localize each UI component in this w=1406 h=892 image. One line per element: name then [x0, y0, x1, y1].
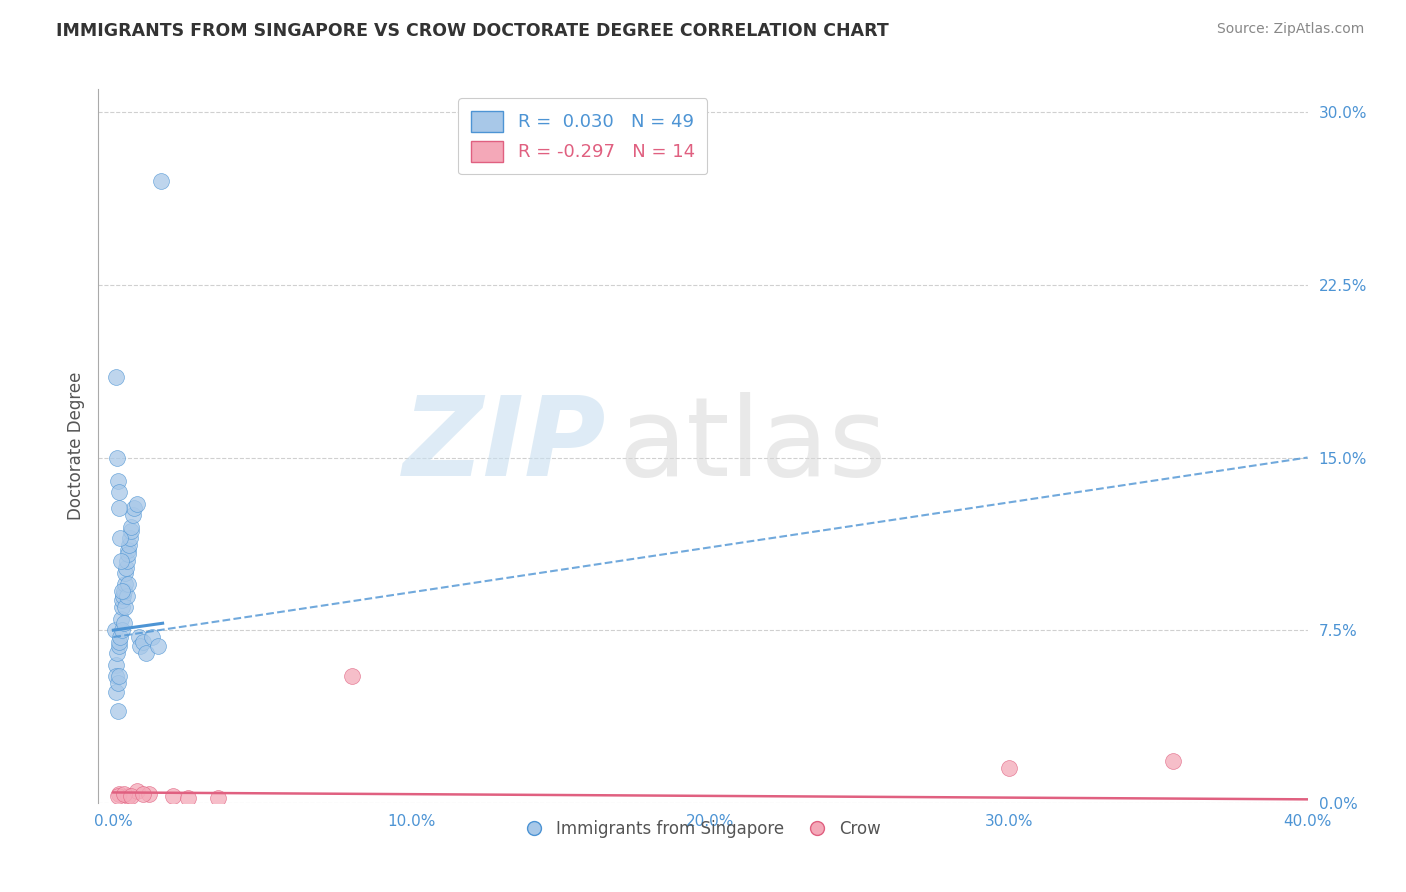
Point — [104, 623, 127, 637]
Text: atlas: atlas — [619, 392, 887, 500]
Point — [107, 474, 129, 488]
Point — [112, 584, 135, 599]
Point — [120, 519, 142, 533]
Point — [112, 787, 135, 801]
Point — [111, 623, 134, 637]
Point — [120, 789, 142, 803]
Point — [141, 630, 163, 644]
Point — [108, 634, 131, 648]
Text: ZIP: ZIP — [402, 392, 606, 500]
Point — [108, 531, 131, 545]
Point — [162, 789, 184, 803]
Point — [120, 524, 142, 538]
Point — [138, 787, 160, 801]
Point — [117, 547, 139, 561]
Legend: Immigrants from Singapore, Crow: Immigrants from Singapore, Crow — [519, 814, 887, 845]
Point — [112, 616, 135, 631]
Point — [117, 789, 139, 803]
Point — [111, 584, 134, 599]
Point — [107, 789, 129, 803]
Point — [108, 669, 131, 683]
Point — [115, 561, 138, 575]
Point — [107, 704, 129, 718]
Text: IMMIGRANTS FROM SINGAPORE VS CROW DOCTORATE DEGREE CORRELATION CHART: IMMIGRANTS FROM SINGAPORE VS CROW DOCTOR… — [56, 22, 889, 40]
Point — [118, 531, 141, 545]
Point — [114, 577, 136, 591]
Point — [107, 640, 129, 654]
Point — [108, 787, 131, 801]
Point — [105, 669, 128, 683]
Point — [107, 676, 129, 690]
Point — [132, 634, 155, 648]
Point — [146, 640, 169, 654]
Text: Source: ZipAtlas.com: Source: ZipAtlas.com — [1216, 22, 1364, 37]
Point — [129, 640, 152, 654]
Point — [108, 501, 131, 516]
Point — [108, 630, 131, 644]
Point — [122, 501, 145, 516]
Y-axis label: Doctorate Degree: Doctorate Degree — [66, 372, 84, 520]
Point — [111, 600, 134, 615]
Point — [105, 646, 128, 660]
Point — [115, 589, 138, 603]
Point — [110, 554, 132, 568]
Point — [114, 566, 136, 580]
Point — [177, 791, 200, 805]
Point — [207, 791, 229, 805]
Point — [105, 450, 128, 465]
Point — [150, 174, 173, 188]
Point — [107, 485, 129, 500]
Point — [117, 542, 139, 557]
Point — [1161, 755, 1184, 769]
Point — [110, 612, 132, 626]
Point — [127, 784, 149, 798]
Point — [115, 554, 138, 568]
Point — [105, 370, 128, 384]
Point — [340, 669, 363, 683]
Point — [121, 508, 143, 522]
Point — [104, 657, 127, 672]
Point — [127, 497, 149, 511]
Point — [998, 761, 1021, 775]
Point — [114, 600, 136, 615]
Point — [105, 685, 128, 699]
Point — [117, 577, 139, 591]
Point — [128, 630, 150, 644]
Point — [111, 589, 134, 603]
Point — [111, 593, 134, 607]
Point — [118, 538, 141, 552]
Point — [132, 787, 155, 801]
Point — [135, 646, 157, 660]
